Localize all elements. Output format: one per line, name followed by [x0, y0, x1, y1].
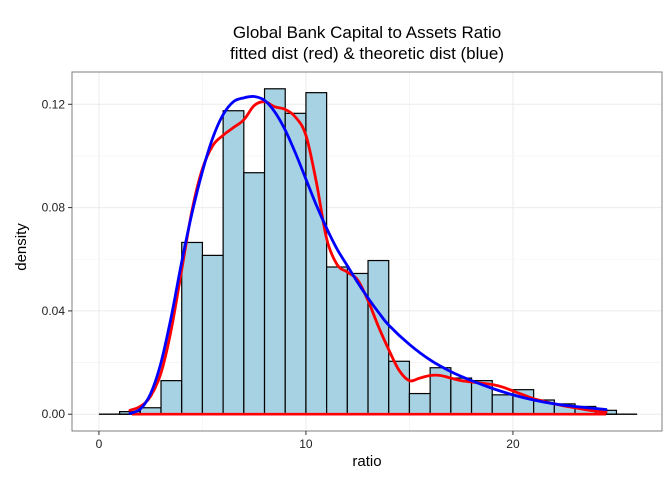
histogram-bar [181, 241, 204, 415]
x-tick-label: 20 [506, 437, 520, 451]
histogram-bar [305, 92, 328, 415]
histogram-bar [243, 172, 266, 415]
x-axis-title: ratio [352, 453, 381, 470]
density-curves [128, 95, 608, 415]
histogram-bar [408, 392, 431, 415]
histogram-bar [201, 254, 224, 415]
y-tick-label: 0.04 [42, 304, 66, 318]
y-tick-label: 0.12 [42, 97, 66, 111]
x-axis: 0 10 20 [96, 431, 520, 451]
chart-title-line-2: fitted dist (red) & theoretic dist (blue… [230, 44, 504, 63]
histogram-bar [450, 377, 473, 415]
histogram-bar [160, 380, 183, 415]
x-tick-label: 0 [96, 437, 103, 451]
chart-title-line-1: Global Bank Capital to Assets Ratio [233, 23, 501, 42]
y-tick-label: 0.08 [42, 201, 66, 215]
histogram-bar [284, 112, 307, 415]
y-tick-label: 0.00 [42, 407, 66, 421]
histogram-bar [222, 110, 245, 415]
plot-area [71, 71, 663, 432]
histogram-bar [263, 88, 286, 415]
panel-border [71, 71, 663, 432]
y-axis-title: density [13, 223, 30, 271]
y-axis: 0.00 0.04 0.08 0.12 [42, 97, 72, 421]
x-tick-label: 10 [299, 437, 313, 451]
histogram-bar [491, 394, 514, 415]
histogram-bar [326, 266, 348, 415]
histogram-bars [119, 88, 618, 415]
density-curve [128, 95, 608, 415]
histogram-bar [367, 259, 390, 415]
